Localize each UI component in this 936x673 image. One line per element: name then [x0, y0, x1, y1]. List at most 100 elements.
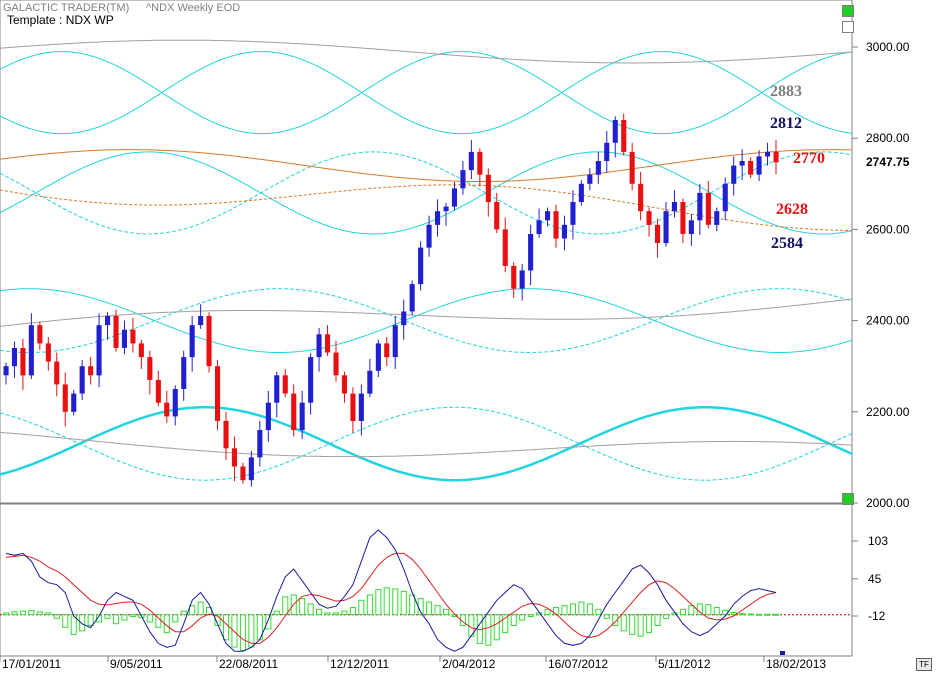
- histogram-bar: [87, 614, 94, 627]
- histogram-bar: [569, 603, 577, 616]
- candle-body: [756, 156, 762, 175]
- candle-body: [570, 202, 576, 225]
- histogram-bar: [764, 613, 771, 616]
- candle-body: [121, 329, 127, 348]
- candle-body: [189, 325, 195, 358]
- histogram-bar: [324, 612, 331, 616]
- candle-body: [451, 188, 457, 207]
- histogram-bar: [62, 614, 69, 628]
- cycle-line-cyan-bold: [0, 405, 853, 482]
- cycle-line-gray-mid: [0, 298, 853, 327]
- candle-body: [401, 311, 407, 326]
- date-tick-label: 18/02/2013: [766, 657, 826, 671]
- candle-body: [181, 357, 187, 389]
- histogram-bar: [189, 605, 196, 616]
- candle-body: [528, 234, 534, 271]
- histogram-bar: [273, 610, 280, 616]
- histogram-bar: [434, 605, 441, 616]
- candle-body: [138, 343, 144, 358]
- candle-body: [485, 174, 491, 203]
- candle-body: [164, 402, 170, 417]
- candle-body: [45, 343, 51, 362]
- histogram-bar: [493, 614, 500, 641]
- panel-corner-button[interactable]: [842, 493, 854, 505]
- annotation-2812: 2812: [770, 115, 802, 132]
- scroll-marker: [780, 651, 785, 655]
- histogram-bar: [45, 612, 52, 616]
- histogram-bar: [28, 609, 35, 616]
- annotation-2883: 2883: [770, 83, 802, 100]
- histogram-bar: [603, 614, 610, 619]
- histogram-bar: [392, 588, 399, 616]
- histogram-bar: [426, 601, 433, 616]
- candle-body: [502, 229, 508, 266]
- candle-body: [20, 348, 26, 376]
- price-tick-label: 2800.00: [866, 131, 910, 145]
- candle-body: [325, 334, 331, 353]
- histogram-bar: [197, 601, 204, 616]
- candle-body: [418, 247, 424, 285]
- cycle-lines: [0, 39, 853, 482]
- candle-body: [595, 161, 601, 175]
- histogram-bar: [739, 613, 746, 616]
- annotation-2584: 2584: [771, 235, 803, 252]
- candle-body: [663, 211, 669, 244]
- cycle-line-cyan-top-mirror: [0, 51, 853, 135]
- price-tick-label: 3000.00: [866, 40, 910, 54]
- top-corner-button[interactable]: [842, 5, 854, 17]
- candle-body: [561, 224, 567, 239]
- histogram-bar: [53, 614, 60, 619]
- restore-button[interactable]: [842, 21, 854, 33]
- candle-body: [714, 211, 720, 225]
- candle-body: [206, 316, 212, 367]
- timeframe-button[interactable]: TF: [916, 658, 932, 671]
- candle-body: [350, 393, 356, 421]
- histogram-bar: [239, 614, 246, 652]
- date-tick-label: 22/08/2011: [219, 657, 278, 671]
- cycle-line-gray-top: [0, 39, 853, 64]
- candle-body: [553, 211, 559, 239]
- cycle-line-cyan-low: [0, 288, 853, 353]
- indicator-tick-label: -12: [868, 609, 886, 623]
- histogram-bar: [502, 614, 509, 634]
- cycle-line-cyan-mid-mirror: [0, 151, 853, 235]
- candle-body: [257, 430, 263, 458]
- histogram-bar: [383, 587, 390, 616]
- candle-body: [130, 329, 136, 344]
- histogram-bar: [713, 607, 720, 616]
- candle-body: [240, 466, 246, 481]
- candle-body: [638, 183, 644, 212]
- histogram-bar: [96, 614, 103, 623]
- candle-body: [223, 420, 229, 449]
- histogram-bar: [341, 610, 348, 616]
- histogram-bar: [773, 613, 780, 616]
- indicator-tick-label: 45: [868, 572, 882, 586]
- histogram-bar: [637, 614, 644, 637]
- candle-body: [612, 120, 618, 143]
- histogram-bar: [113, 614, 120, 625]
- histogram-bar: [366, 594, 373, 616]
- histogram-bar: [544, 608, 551, 616]
- candle-body: [443, 206, 449, 212]
- indicator-tick-label: 103: [868, 534, 888, 548]
- histogram-bar: [595, 608, 602, 616]
- candle-body: [54, 361, 60, 385]
- candle-body: [646, 211, 652, 225]
- histogram-bar: [121, 614, 128, 621]
- candle-body: [291, 393, 297, 431]
- candle-body: [274, 375, 280, 403]
- candle-body: [71, 393, 77, 412]
- date-tick-label: 5/11/2012: [658, 657, 711, 671]
- date-tick-label: 16/07/2012: [548, 657, 608, 671]
- price-annotations: 2883 2812 2770 2628 2584: [770, 83, 825, 252]
- histogram-bar: [485, 614, 492, 646]
- last-price-box: [858, 154, 928, 170]
- candle-body: [62, 384, 68, 412]
- candle-body: [147, 357, 153, 380]
- candle-body: [358, 393, 364, 421]
- date-tick-label: 9/05/2011: [110, 657, 163, 671]
- candle-body: [587, 174, 593, 184]
- histogram-bar: [443, 608, 450, 616]
